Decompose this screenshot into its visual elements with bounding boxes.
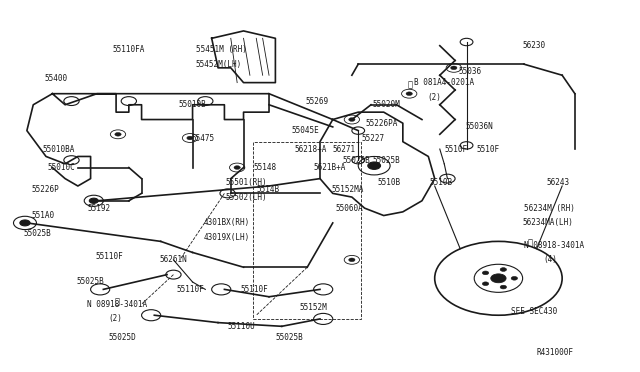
Text: 56218+A: 56218+A bbox=[294, 145, 327, 154]
Text: 551A0: 551A0 bbox=[32, 211, 55, 220]
Text: 55502(LH): 55502(LH) bbox=[226, 193, 268, 202]
Text: 55148: 55148 bbox=[253, 163, 276, 172]
Text: 55152MA: 55152MA bbox=[332, 185, 364, 194]
Text: 55226P: 55226P bbox=[32, 185, 60, 194]
Text: 55025D: 55025D bbox=[108, 333, 136, 342]
Text: 55110F: 55110F bbox=[177, 285, 204, 294]
Text: 55451M (RH): 55451M (RH) bbox=[196, 45, 246, 54]
Text: 55060A: 55060A bbox=[336, 203, 364, 213]
Circle shape bbox=[368, 162, 381, 169]
Text: B 081A4-0201A: B 081A4-0201A bbox=[414, 78, 474, 87]
Text: 55110U: 55110U bbox=[228, 322, 255, 331]
Text: 55025B: 55025B bbox=[275, 333, 303, 342]
Text: 56261N: 56261N bbox=[159, 255, 187, 264]
Text: 55475: 55475 bbox=[191, 134, 214, 142]
Text: 55036: 55036 bbox=[459, 67, 482, 76]
Text: 55400: 55400 bbox=[45, 74, 68, 83]
Circle shape bbox=[451, 66, 457, 70]
Circle shape bbox=[406, 92, 412, 96]
Bar bbox=[253, 142, 362, 319]
Circle shape bbox=[115, 132, 121, 136]
Text: 55226PA: 55226PA bbox=[366, 119, 398, 128]
Text: N 08918-3401A: N 08918-3401A bbox=[524, 241, 584, 250]
Text: 56271: 56271 bbox=[333, 145, 356, 154]
Text: Ⓑ: Ⓑ bbox=[408, 80, 413, 89]
Text: 55227: 55227 bbox=[362, 134, 385, 142]
Text: 43019X(LH): 43019X(LH) bbox=[204, 233, 250, 242]
Circle shape bbox=[500, 285, 506, 289]
Text: (4): (4) bbox=[543, 255, 557, 264]
Text: R431000F: R431000F bbox=[537, 348, 573, 357]
Text: 55010BA: 55010BA bbox=[43, 145, 75, 154]
Text: 55025B: 55025B bbox=[24, 230, 51, 238]
Text: 5510B: 5510B bbox=[429, 178, 452, 187]
Text: 56243: 56243 bbox=[546, 178, 570, 187]
Text: 55192: 55192 bbox=[88, 203, 111, 213]
Text: 55020M: 55020M bbox=[373, 100, 401, 109]
Text: 56234MA(LH): 56234MA(LH) bbox=[523, 218, 573, 227]
Circle shape bbox=[500, 268, 506, 271]
Text: 55036N: 55036N bbox=[465, 122, 493, 131]
Text: 56230: 56230 bbox=[523, 41, 546, 50]
Text: 55045E: 55045E bbox=[291, 126, 319, 135]
Text: 55110F: 55110F bbox=[96, 251, 124, 261]
Text: 55010C: 55010C bbox=[47, 163, 75, 172]
Text: 55501(RH): 55501(RH) bbox=[226, 178, 268, 187]
Text: 55452M(LH): 55452M(LH) bbox=[196, 60, 242, 69]
Text: 55025B: 55025B bbox=[77, 278, 104, 286]
Text: (2): (2) bbox=[427, 93, 441, 102]
Text: 5621B+A: 5621B+A bbox=[314, 163, 346, 172]
Circle shape bbox=[349, 258, 355, 262]
Circle shape bbox=[187, 136, 193, 140]
Text: 5510F: 5510F bbox=[476, 145, 499, 154]
Text: 55152M: 55152M bbox=[300, 303, 327, 312]
Text: (2): (2) bbox=[108, 314, 122, 323]
Circle shape bbox=[234, 166, 241, 169]
Text: 55025B: 55025B bbox=[373, 155, 401, 165]
Text: 5510F: 5510F bbox=[444, 145, 467, 154]
Circle shape bbox=[511, 276, 518, 280]
Text: Ⓝ: Ⓝ bbox=[528, 239, 532, 248]
Circle shape bbox=[349, 118, 355, 121]
Text: Ⓝ: Ⓝ bbox=[115, 298, 120, 307]
Circle shape bbox=[20, 220, 30, 226]
Circle shape bbox=[491, 274, 506, 283]
Circle shape bbox=[483, 282, 489, 286]
Circle shape bbox=[483, 271, 489, 275]
Text: N 08918-3401A: N 08918-3401A bbox=[88, 300, 148, 309]
Text: 5510B: 5510B bbox=[378, 178, 401, 187]
Circle shape bbox=[90, 198, 99, 203]
Text: SEE SEC430: SEE SEC430 bbox=[511, 307, 557, 316]
Text: 5514B: 5514B bbox=[256, 185, 280, 194]
Text: 55025B: 55025B bbox=[342, 155, 370, 165]
Text: 56234M (RH): 56234M (RH) bbox=[524, 203, 575, 213]
Text: 55010B: 55010B bbox=[179, 100, 206, 109]
Text: 55110F: 55110F bbox=[241, 285, 268, 294]
Text: 55269: 55269 bbox=[306, 97, 329, 106]
Text: 55110FA: 55110FA bbox=[113, 45, 145, 54]
Text: 4301BX(RH): 4301BX(RH) bbox=[204, 218, 250, 227]
